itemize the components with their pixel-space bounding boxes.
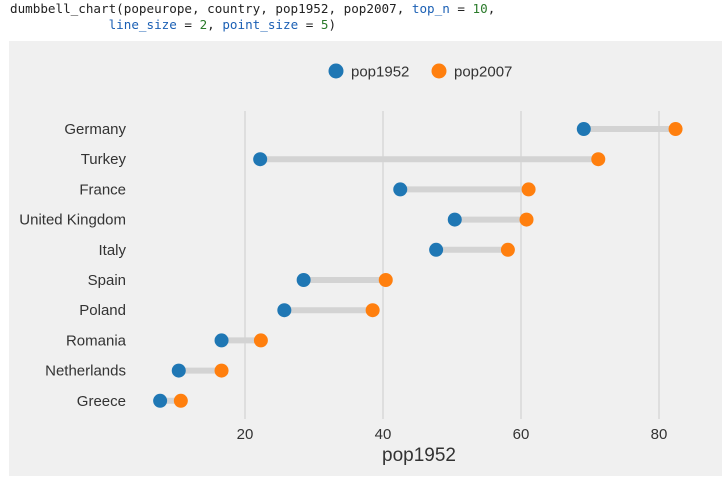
- point-pop2007-germany: [668, 122, 683, 136]
- y-label-united-kingdom: United Kingdom: [19, 212, 126, 229]
- code-val-line-size: 2: [199, 17, 208, 32]
- point-pop1952-netherlands: [171, 363, 186, 378]
- point-pop2007-united-kingdom: [519, 212, 534, 227]
- code-close-paren: ): [328, 17, 337, 32]
- code-indent: [10, 17, 109, 32]
- y-label-italy: Italy: [98, 242, 126, 259]
- y-label-germany: Germany: [64, 121, 126, 138]
- point-pop2007-romania: [253, 333, 268, 348]
- point-pop1952-greece: [153, 393, 168, 408]
- point-pop1952-romania: [214, 333, 229, 348]
- point-pop1952-germany: [576, 122, 591, 136]
- y-axis-labels: Germany Turkey France United Kingdom Italy Sp…: [19, 121, 126, 410]
- y-label-greece: Greece: [77, 393, 126, 410]
- connector-lines: [160, 126, 676, 404]
- point-pop2007-spain: [378, 273, 393, 287]
- point-pop2007-netherlands: [214, 363, 229, 378]
- x-tick-label-20: 20: [237, 426, 254, 443]
- point-pop1952-united-kingdom: [447, 212, 462, 227]
- x-tick-label-40: 40: [375, 426, 392, 443]
- point-pop1952-france: [393, 182, 408, 197]
- point-pop1952-italy: [429, 242, 444, 257]
- code-kw-point-size: point_size: [222, 17, 299, 32]
- grid-lines: [244, 111, 660, 419]
- code-comma: ,: [487, 1, 496, 16]
- point-pop2007-greece: [173, 393, 188, 408]
- code-val-point-size: 5: [320, 17, 329, 32]
- code-function-name: dumbbell_chart: [10, 1, 117, 16]
- y-label-spain: Spain: [88, 272, 126, 289]
- legend-label-pop2007: pop2007: [454, 64, 512, 81]
- x-tick-label-60: 60: [513, 426, 530, 443]
- dumbbell-chart: Germany Turkey France United Kingdom Italy Sp…: [19, 63, 683, 466]
- legend-marker-pop1952: [328, 63, 344, 79]
- data-points: [153, 122, 683, 408]
- y-label-turkey: Turkey: [81, 151, 127, 168]
- point-pop1952-spain: [296, 273, 311, 287]
- code-eq: =: [298, 17, 321, 32]
- code-eq: =: [176, 17, 200, 32]
- plot-area: Germany Turkey France United Kingdom Italy Sp…: [9, 41, 722, 476]
- code-val-top-n: 10: [472, 1, 488, 16]
- code-eq: =: [449, 1, 473, 16]
- code-kw-top-n: top_n: [411, 1, 450, 16]
- point-pop1952-turkey: [253, 152, 268, 167]
- legend-label-pop1952: pop1952: [351, 64, 409, 81]
- y-label-romania: Romania: [66, 332, 127, 349]
- point-pop2007-turkey: [591, 152, 606, 167]
- code-cell: dumbbell_chart(popeurope, country, pop19…: [0, 0, 724, 40]
- code-kw-line-size: line_size: [108, 17, 177, 32]
- legend-marker-pop2007: [431, 63, 447, 79]
- point-pop2007-france: [521, 182, 536, 197]
- y-label-netherlands: Netherlands: [45, 363, 126, 380]
- code-args: (popeurope, country, pop1952, pop2007,: [116, 1, 412, 16]
- y-label-france: France: [79, 181, 126, 198]
- code-comma: ,: [207, 17, 223, 32]
- point-pop1952-poland: [277, 303, 292, 318]
- x-axis-title: pop1952: [382, 445, 456, 466]
- legend: pop1952 pop2007: [328, 63, 512, 81]
- point-pop2007-poland: [365, 303, 380, 318]
- x-axis-tick-labels: 20 40 60 80: [237, 426, 668, 443]
- x-tick-label-80: 80: [651, 426, 668, 443]
- point-pop2007-italy: [500, 242, 515, 257]
- y-label-poland: Poland: [79, 302, 126, 319]
